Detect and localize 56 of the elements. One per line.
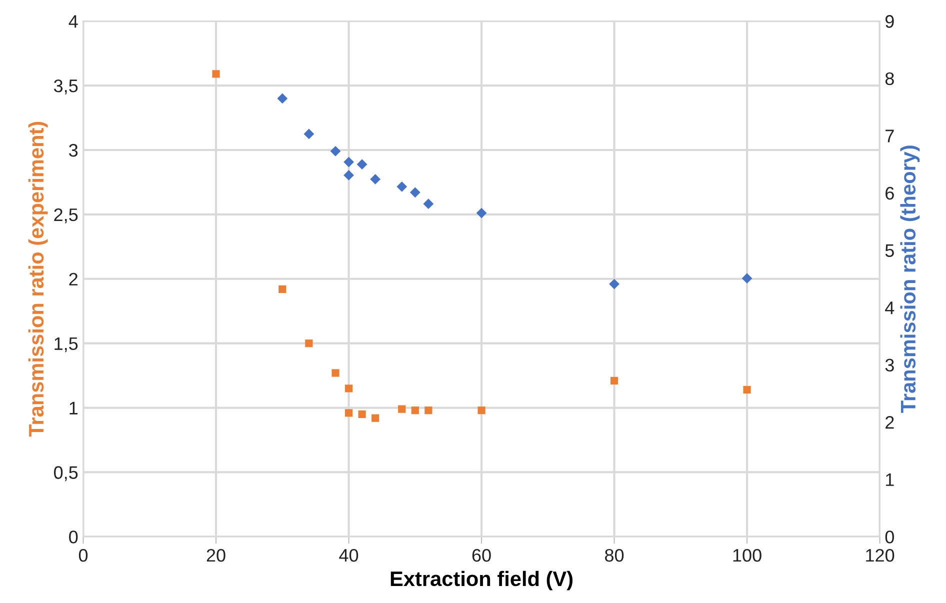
point (330, 146, 341, 156)
point (277, 93, 288, 104)
y2-tick-label: 8 (885, 72, 894, 86)
point (370, 174, 381, 184)
x-tick-label: 20 (206, 548, 226, 562)
point (743, 386, 751, 394)
x-tick-label: 60 (472, 548, 491, 562)
x-axis-title: Extraction field (V) (390, 570, 573, 590)
point (411, 406, 419, 414)
point (424, 406, 432, 414)
x-tick-label: 80 (605, 548, 624, 562)
y-tick-label: 3 (69, 144, 78, 157)
point (423, 198, 434, 210)
y2-tick-label: 4 (885, 302, 894, 314)
point (396, 181, 408, 192)
point (356, 159, 368, 170)
y-tick-label: 2,5 (54, 208, 78, 224)
y2-tick-label: 9 (885, 15, 894, 28)
y2-tick-label: 0 (885, 530, 894, 544)
y2-tick-label: 2 (886, 416, 894, 429)
point (609, 278, 620, 290)
y-tick-label: 3,5 (54, 79, 78, 94)
y-tick-label: 1 (70, 402, 78, 414)
y2-tick-label: 3 (885, 358, 894, 372)
point (344, 384, 353, 392)
y-tick-label: 1,5 (54, 337, 78, 352)
point (398, 405, 406, 413)
x-tick-label: 120 (866, 548, 894, 562)
point (305, 340, 313, 348)
point (358, 410, 366, 418)
x-tick-label: 40 (339, 548, 358, 562)
point (410, 187, 420, 198)
y-tick-label: 0 (69, 530, 78, 544)
y-tick-label: 0,5 (54, 466, 78, 482)
y-axis-title: Transmission ratio (experiment) (28, 122, 48, 437)
point (344, 170, 354, 180)
point (344, 156, 354, 168)
point (742, 273, 752, 284)
y2-tick-label: 5 (885, 244, 894, 257)
point (476, 208, 487, 218)
point (372, 414, 380, 422)
y2-tick-label: 6 (886, 186, 894, 200)
point (278, 285, 286, 293)
point (344, 409, 353, 417)
y-tick-label: 2 (69, 272, 78, 286)
x-tick-label: 0 (78, 548, 88, 562)
y-tick-label: 4 (68, 15, 78, 28)
point (212, 70, 220, 78)
point (332, 369, 340, 377)
y2-tick-label: 1 (886, 474, 894, 486)
point (304, 128, 314, 140)
y2-axis-title: Transmission ratio (theory) (900, 146, 920, 413)
point (610, 376, 618, 385)
y2-tick-label: 7 (886, 130, 894, 142)
x-tick-label: 100 (733, 548, 762, 562)
point (478, 406, 486, 414)
